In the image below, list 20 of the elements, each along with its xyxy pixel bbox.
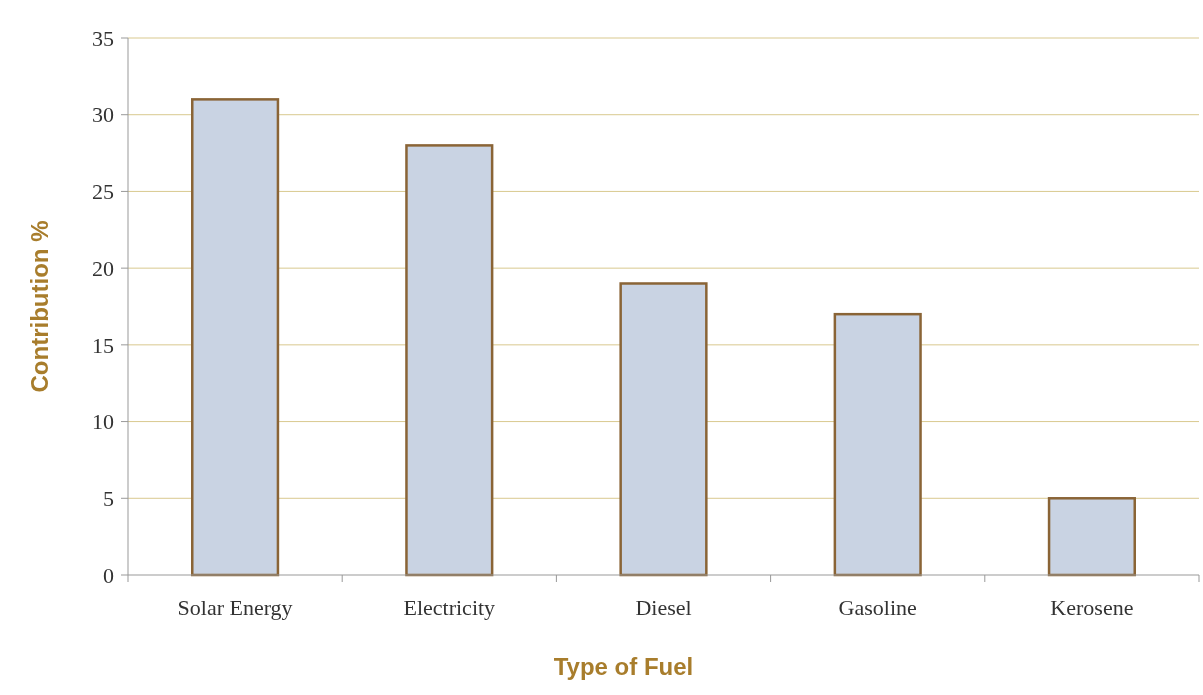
bar [619, 282, 708, 577]
x-tick-label: Diesel [635, 595, 692, 620]
y-tick-label: 10 [92, 409, 114, 435]
x-axis-title: Type of Fuel [553, 653, 694, 680]
bar [405, 144, 494, 577]
x-tick-label: Kerosene [1050, 595, 1134, 620]
x-tick-label: Electricity [403, 595, 496, 620]
x-tick-label: Gasoline [838, 595, 917, 620]
y-tick-label: 20 [92, 255, 114, 281]
bar [191, 98, 280, 577]
y-tick-label: 30 [92, 102, 114, 128]
y-axis-title: Contribution % [26, 220, 53, 393]
y-tick-label: 25 [92, 179, 114, 205]
y-tick-label: 15 [92, 332, 114, 358]
bar [1047, 497, 1136, 577]
x-tick-label: Solar Energy [177, 595, 293, 620]
bar [833, 312, 922, 577]
y-tick-label: 5 [103, 485, 114, 511]
y-tick-label: 35 [92, 25, 114, 51]
y-tick-label: 0 [103, 562, 114, 588]
